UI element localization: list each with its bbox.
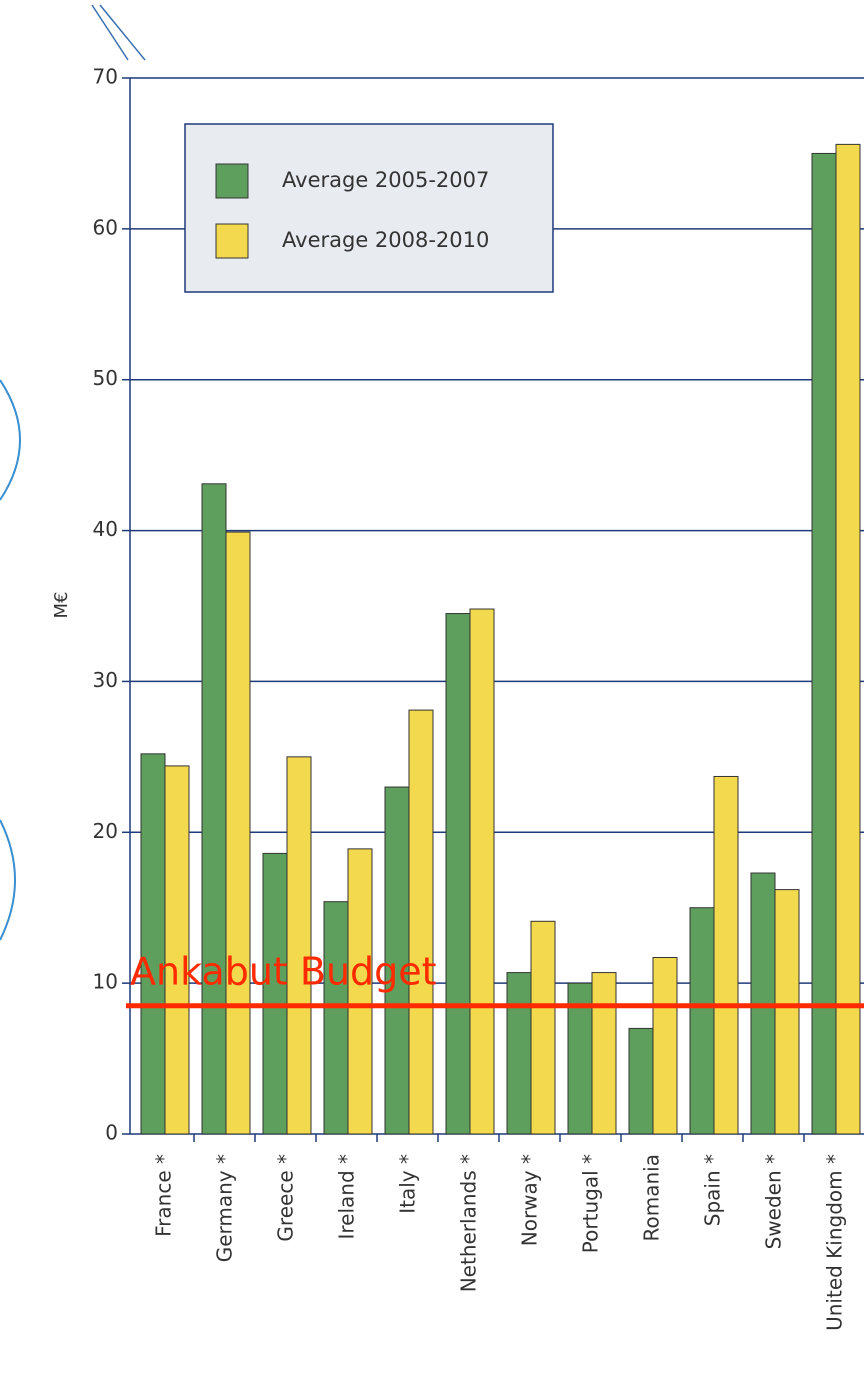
legend-swatch: [215, 223, 249, 259]
y-tick-label: 60: [93, 215, 118, 239]
bar: [262, 852, 288, 1135]
bar: [384, 786, 410, 1135]
bar: [506, 972, 532, 1135]
bar: [408, 709, 434, 1135]
x-tick-label: Germany *: [213, 1154, 237, 1262]
y-tick-label: 50: [93, 366, 118, 390]
x-tick-label: Portugal *: [579, 1154, 603, 1253]
reference-label: Ankabut Budget: [130, 949, 437, 993]
y-axis-label: M€: [51, 592, 72, 619]
legend-label: Average 2008-2010: [282, 228, 489, 252]
x-tick-label: France *: [152, 1154, 176, 1237]
legend-box: [184, 123, 554, 293]
bar: [628, 1027, 654, 1135]
bar: [286, 756, 312, 1135]
bar: [591, 972, 617, 1135]
decoration: [0, 379, 21, 501]
x-tick-label: Italy *: [396, 1154, 420, 1214]
y-tick-label: 40: [93, 517, 118, 541]
x-tick-label: Greece *: [274, 1154, 298, 1242]
bar: [323, 901, 349, 1135]
legend-swatch: [215, 163, 249, 199]
decoration: [99, 4, 146, 61]
bar: [774, 889, 800, 1135]
decoration: [91, 4, 129, 61]
bar: [689, 907, 715, 1135]
x-tick-label: United Kingdom *: [823, 1154, 847, 1331]
y-tick-label: 10: [93, 970, 118, 994]
x-tick-label: Sweden *: [762, 1154, 786, 1249]
y-tick-label: 30: [93, 668, 118, 692]
bar: [811, 152, 837, 1135]
bar: [835, 143, 861, 1135]
bar: [164, 765, 190, 1135]
x-tick-label: Norway *: [518, 1154, 542, 1246]
bar: [652, 956, 678, 1135]
bar: [347, 848, 373, 1135]
x-tick-label: Netherlands *: [457, 1154, 481, 1292]
x-tick-label: Spain *: [701, 1154, 725, 1226]
bar: [567, 982, 593, 1135]
bar: [445, 613, 471, 1135]
y-tick-label: 20: [93, 819, 118, 843]
y-tick-label: 70: [93, 65, 118, 89]
bar: [201, 483, 227, 1135]
decoration: [0, 819, 16, 941]
bar: [530, 920, 556, 1135]
bar: [140, 753, 166, 1135]
x-tick-label: Romania: [640, 1154, 664, 1241]
bar: [713, 775, 739, 1135]
legend-label: Average 2005-2007: [282, 168, 489, 192]
y-tick-label: 0: [105, 1121, 118, 1145]
bar: [469, 608, 495, 1135]
bar: [225, 531, 251, 1135]
x-tick-label: Ireland *: [335, 1154, 359, 1240]
